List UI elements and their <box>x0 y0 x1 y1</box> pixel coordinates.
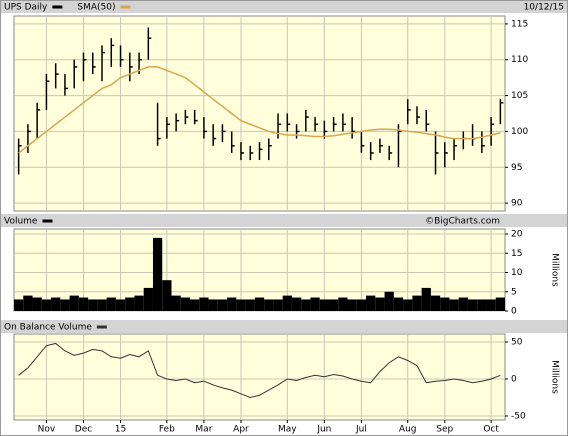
obv-line <box>18 342 501 399</box>
y-tick-label: 100 <box>511 127 528 137</box>
volume-bar <box>282 295 292 311</box>
sma-line <box>18 66 501 154</box>
y-tick-label: 15 <box>511 249 522 259</box>
volume-bar <box>152 237 163 311</box>
volume-bar <box>449 299 459 311</box>
volume-bar <box>51 297 61 311</box>
x-tick-label: Apr <box>233 425 249 435</box>
header-bar <box>1 214 567 227</box>
legend-label: On Balance Volume <box>4 323 92 333</box>
volume-bar <box>338 297 348 311</box>
header-bar <box>1 0 567 13</box>
volume-bar <box>125 297 135 311</box>
volume-bar <box>319 299 329 311</box>
volume-bar <box>393 297 404 311</box>
volume-bar <box>291 297 302 311</box>
volume-bar <box>134 295 144 311</box>
volume-bar <box>486 299 496 311</box>
volume-bar <box>41 299 52 311</box>
volume-bar <box>78 297 89 311</box>
y-tick-label: 105 <box>511 91 528 101</box>
date-label: 10/12/15 <box>524 3 564 13</box>
volume-bar <box>32 297 42 311</box>
volume-bar <box>97 299 107 311</box>
credit: ©BigCharts.com <box>425 217 500 227</box>
y-tick-label: 0 <box>511 307 517 317</box>
x-tick-label: Jun <box>316 425 331 435</box>
volume-bar <box>254 297 265 311</box>
y-tick-label: 95 <box>511 163 522 173</box>
volume-bar <box>273 299 283 311</box>
volume-bar <box>236 299 246 311</box>
y-tick-label: 5 <box>511 287 517 297</box>
legend-label: SMA(50) <box>77 3 115 13</box>
volume-bar <box>199 297 209 311</box>
volume-bar <box>190 299 200 311</box>
volume-bar <box>366 295 376 311</box>
plot-area <box>13 333 506 421</box>
volume-bar <box>421 287 431 311</box>
x-tick-label: Jul <box>355 425 367 435</box>
volume-bar <box>301 299 311 311</box>
volume-bar <box>208 299 218 311</box>
x-tick-label: Nov <box>38 425 56 435</box>
volume-bar <box>171 295 181 311</box>
volume-bar <box>60 299 70 311</box>
x-tick-label: Mar <box>195 425 212 435</box>
volume-bar <box>467 299 478 311</box>
volume-bar <box>477 299 487 311</box>
legend-label: UPS Daily <box>4 3 48 13</box>
volume-bar <box>115 299 126 311</box>
volume-bar <box>227 297 237 311</box>
y-tick-label: 20 <box>511 230 523 240</box>
y-tick-label: 115 <box>511 19 528 29</box>
volume-bar <box>430 295 441 311</box>
x-tick-label: Feb <box>159 425 175 435</box>
volume-bar <box>328 299 339 311</box>
x-tick-label: Oct <box>483 425 499 435</box>
legend-label: Volume <box>4 217 38 227</box>
volume-bar <box>162 280 172 311</box>
volume-bar <box>245 299 255 311</box>
volume-bar <box>23 295 33 311</box>
y-tick-label: 50 <box>511 337 523 347</box>
volume-bar <box>356 299 367 311</box>
y-tick-label: 0 <box>511 374 517 384</box>
volume-bar <box>310 297 320 311</box>
y-tick-label: -50 <box>511 412 526 422</box>
y-axis-label: Millions <box>550 253 560 287</box>
volume-bar <box>264 299 274 311</box>
y-tick-label: 110 <box>511 55 528 65</box>
volume-bar <box>69 295 79 311</box>
plot-area <box>13 15 506 212</box>
x-tick-label: Sep <box>436 425 453 435</box>
volume-bar <box>347 299 357 311</box>
volume-bar <box>403 299 413 311</box>
volume-bar <box>375 297 385 311</box>
x-tick-label: 15 <box>115 425 126 435</box>
volume-bar <box>143 287 153 311</box>
x-tick-label: Dec <box>75 425 92 435</box>
y-tick-label: 90 <box>511 199 523 209</box>
x-tick-label: May <box>278 425 297 435</box>
volume-bar <box>217 299 228 311</box>
header-bar <box>1 320 567 333</box>
volume-bar <box>14 299 24 311</box>
y-tick-label: 10 <box>511 268 523 278</box>
volume-bar <box>412 295 422 311</box>
volume-bar <box>440 297 450 311</box>
volume-bar <box>458 297 468 311</box>
volume-bar <box>88 299 98 311</box>
x-tick-label: Aug <box>399 425 417 435</box>
y-axis-label: Millions <box>550 360 560 394</box>
volume-bar <box>495 297 505 311</box>
volume-bar <box>384 291 394 311</box>
volume-bar <box>106 297 116 311</box>
volume-bar <box>180 297 191 311</box>
